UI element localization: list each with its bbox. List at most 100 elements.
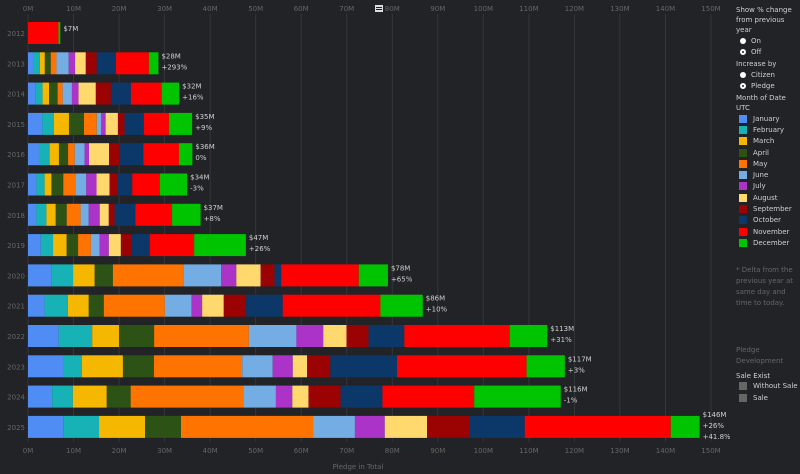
legend-swatch (739, 125, 747, 134)
bar-segment-february (36, 203, 47, 226)
bar-segment-october (340, 385, 383, 408)
x-tick-label-top: 80M (385, 5, 400, 13)
legend-item-june[interactable]: June (739, 169, 800, 180)
bar-segment-november (130, 82, 162, 105)
bar-segment-march (46, 203, 56, 226)
x-tick-label-bottom: 100M (474, 447, 493, 455)
bar-segment-december (194, 234, 246, 257)
x-tick-label-bottom: 10M (66, 447, 81, 455)
bar-segment-december (526, 355, 565, 378)
bar-segment-december (168, 112, 193, 135)
pct-on-radio[interactable]: On (740, 35, 800, 46)
bar-segment-december (670, 415, 700, 438)
data-label: $36M (195, 143, 214, 151)
x-tick-label-bottom: 50M (248, 447, 263, 455)
legend-item-september[interactable]: September (739, 203, 800, 214)
legend-item-may[interactable]: May (739, 158, 800, 169)
sale-exist-title: Sale Exist (736, 371, 771, 380)
bar-segment-april (68, 112, 85, 135)
x-axis-title: Pledge in Total (333, 463, 384, 471)
table-icon[interactable] (375, 5, 383, 12)
year-label: 2018 (7, 212, 25, 220)
radio-selected-icon (740, 48, 746, 55)
bar-segment-july (296, 325, 324, 347)
legend-item-april[interactable]: April (739, 147, 800, 158)
x-tick-label-bottom: 20M (112, 447, 127, 455)
bar-segment-february (51, 264, 74, 287)
bar-segment-june (183, 264, 222, 287)
bar-segment-june (248, 325, 297, 347)
legend-item-july[interactable]: July (739, 181, 800, 192)
year-label: 2024 (7, 394, 25, 402)
bar-segment-september (346, 325, 369, 347)
bar-segment-january (28, 385, 53, 408)
sale-filter-sale[interactable]: Sale (739, 392, 800, 403)
year-label: 2022 (7, 333, 25, 341)
bar-segment-december (159, 173, 188, 196)
citizen-radio[interactable]: Citizen (740, 69, 800, 80)
bar-segment-november (115, 52, 149, 75)
data-label: $116M (564, 386, 588, 394)
bar-segment-march (53, 234, 67, 257)
bar-segment-november (149, 234, 195, 257)
bar-segment-november (404, 325, 510, 347)
legend-item-december[interactable]: December (739, 237, 800, 248)
bar-segment-july (99, 234, 109, 257)
bar-segment-may (180, 415, 314, 438)
radio-label: On (751, 36, 761, 45)
bar-segment-july (272, 355, 293, 378)
legend-label: September (753, 205, 792, 214)
x-tick-label-top: 60M (294, 5, 309, 13)
legend-item-january[interactable]: January (739, 113, 800, 124)
x-tick-label-top: 20M (112, 5, 127, 13)
bar-segment-june (96, 112, 102, 135)
x-tick-label-top: 100M (474, 5, 493, 13)
legend-item-november[interactable]: November (739, 226, 800, 237)
year-label: 2015 (7, 121, 25, 129)
bar-segment-january (28, 325, 59, 347)
legend-item-august[interactable]: August (739, 192, 800, 203)
bar-segment-october (114, 203, 136, 226)
radio-selected-icon (740, 82, 746, 89)
bar-segment-august (384, 415, 428, 438)
bar-segment-september (307, 355, 331, 378)
gridlines (27, 14, 712, 442)
bar-segment-january (28, 294, 45, 317)
stacked-bar-chart: 2012 2013 2014 2015 2016 2017 2018 2019 2020 2021… (7, 5, 730, 471)
bar-segment-april (119, 325, 155, 347)
bar-segment-october (110, 82, 131, 105)
bar-segment-april (44, 52, 51, 75)
bar-segment-october (274, 264, 282, 287)
bar-segment-november (282, 294, 381, 317)
data-label: $32M (182, 83, 201, 91)
bar-segment-march (81, 355, 123, 378)
bar-segment-october (119, 143, 144, 166)
pledge-radio[interactable]: Pledge (740, 80, 800, 91)
bar-segment-august (292, 355, 308, 378)
data-label: -3% (190, 185, 204, 193)
bar-segment-august (323, 325, 347, 347)
legend-swatch (739, 205, 747, 214)
x-tick-label-bottom: 140M (656, 447, 675, 455)
x-tick-label-bottom: 60M (294, 447, 309, 455)
bar-segment-december (178, 143, 193, 166)
year-label: 2016 (7, 151, 25, 159)
x-tick-label-bottom: 110M (519, 447, 538, 455)
pct-off-radio[interactable]: Off (740, 46, 800, 57)
legend-item-march[interactable]: March (739, 136, 800, 147)
x-tick-label-bottom: 30M (157, 447, 172, 455)
increase-title: Increase by (736, 60, 777, 68)
month-legend: January February March April May June July Augu… (736, 113, 800, 249)
data-label: +31% (550, 336, 572, 344)
legend-item-february[interactable]: February (739, 124, 800, 135)
data-label: +26% (249, 245, 271, 253)
bar-segment-february (35, 82, 43, 105)
bar-segment-march (73, 264, 95, 287)
x-tick-label-top: 70M (339, 5, 354, 13)
bar-segment-may (103, 294, 165, 317)
legend-swatch (739, 227, 747, 236)
bar-segment-march (72, 385, 107, 408)
bar-segment-february (44, 294, 68, 317)
legend-item-october[interactable]: October (739, 215, 800, 226)
sale-filter-without-sale[interactable]: Without Sale (739, 381, 800, 392)
